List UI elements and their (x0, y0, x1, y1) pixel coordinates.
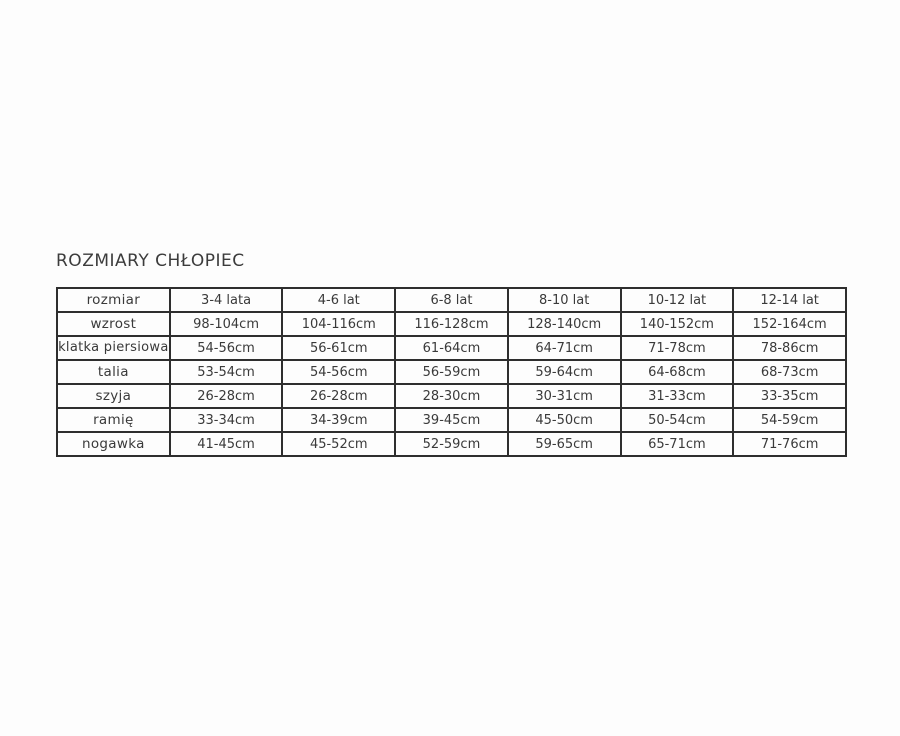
table-row: nogawka 41-45cm 45-52cm 52-59cm 59-65cm 65-71… (56, 431, 847, 457)
table-cell: 26-28cm (281, 383, 397, 409)
row-label: klatka piersiowa (56, 335, 171, 361)
row-label: nogawka (56, 431, 171, 457)
table-cell: 54-56cm (281, 359, 397, 385)
row-label: wzrost (56, 311, 171, 337)
table-row: rozmiar 3-4 lata 4-6 lat 6-8 lat 8-10 lat 10-… (56, 287, 847, 313)
table-cell: 8-10 lat (506, 287, 622, 313)
table-cell: 152-164cm (732, 311, 847, 337)
table-cell: 34-39cm (281, 407, 397, 433)
table-cell: 140-152cm (619, 311, 735, 337)
table-cell: 116-128cm (394, 311, 509, 337)
table-row: ramię 33-34cm 34-39cm 39-45cm 45-50cm 50-54cm… (56, 407, 847, 433)
table-cell: 52-59cm (394, 431, 509, 457)
table-cell: 33-34cm (168, 407, 284, 433)
table-cell: 64-71cm (506, 335, 622, 361)
table-cell: 65-71cm (619, 431, 735, 457)
table-cell: 59-65cm (506, 431, 622, 457)
table-cell: 6-8 lat (394, 287, 509, 313)
table-cell: 56-59cm (394, 359, 509, 385)
table-cell: 71-78cm (619, 335, 735, 361)
table-cell: 28-30cm (394, 383, 509, 409)
table-cell: 39-45cm (394, 407, 509, 433)
size-table: rozmiar 3-4 lata 4-6 lat 6-8 lat 8-10 lat 10-… (56, 287, 847, 457)
table-cell: 54-59cm (732, 407, 847, 433)
table-cell: 45-50cm (506, 407, 622, 433)
table-row: wzrost 98-104cm 104-116cm 116-128cm 128-140c… (56, 311, 847, 337)
table-cell: 4-6 lat (281, 287, 397, 313)
row-label: talia (56, 359, 171, 385)
row-label: rozmiar (56, 287, 171, 313)
table-cell: 12-14 lat (732, 287, 847, 313)
table-cell: 30-31cm (506, 383, 622, 409)
size-table-body: rozmiar 3-4 lata 4-6 lat 6-8 lat 8-10 lat 10-… (56, 287, 847, 457)
table-cell: 61-64cm (394, 335, 509, 361)
table-cell: 98-104cm (168, 311, 284, 337)
table-row: klatka piersiowa 54-56cm 56-61cm 61-64cm 64-… (56, 335, 847, 361)
table-cell: 64-68cm (619, 359, 735, 385)
table-cell: 45-52cm (281, 431, 397, 457)
table-cell: 41-45cm (168, 431, 284, 457)
table-cell: 128-140cm (506, 311, 622, 337)
page-title: ROZMIARY CHŁOPIEC (56, 251, 245, 271)
table-cell: 68-73cm (732, 359, 847, 385)
table-cell: 26-28cm (168, 383, 284, 409)
table-cell: 71-76cm (732, 431, 847, 457)
table-cell: 3-4 lata (168, 287, 284, 313)
table-cell: 59-64cm (506, 359, 622, 385)
table-cell: 10-12 lat (619, 287, 735, 313)
table-cell: 56-61cm (281, 335, 397, 361)
table-cell: 78-86cm (732, 335, 847, 361)
row-label: szyja (56, 383, 171, 409)
table-cell: 33-35cm (732, 383, 847, 409)
table-cell: 50-54cm (619, 407, 735, 433)
table-cell: 31-33cm (619, 383, 735, 409)
table-row: talia 53-54cm 54-56cm 56-59cm 59-64cm 64-68cm… (56, 359, 847, 385)
table-cell: 54-56cm (168, 335, 284, 361)
table-row: szyja 26-28cm 26-28cm 28-30cm 30-31cm 31-33cm… (56, 383, 847, 409)
table-cell: 104-116cm (281, 311, 397, 337)
table-cell: 53-54cm (168, 359, 284, 385)
row-label: ramię (56, 407, 171, 433)
